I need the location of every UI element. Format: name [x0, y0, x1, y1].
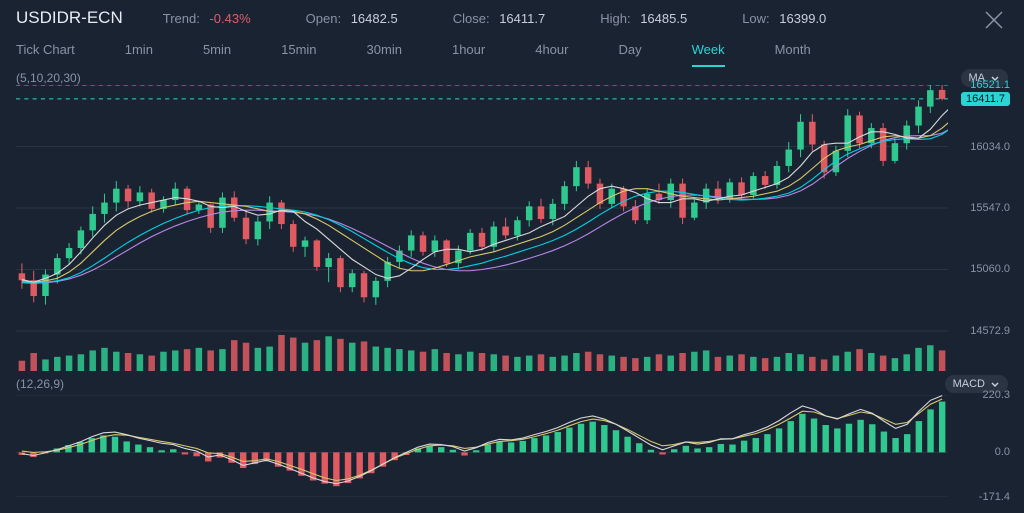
header-bar: USDIDR-ECN Trend: -0.43% Open: 16482.5 C…: [0, 0, 1024, 32]
tab-tick-chart[interactable]: Tick Chart: [16, 38, 75, 61]
stat-close: Close: 16411.7: [453, 11, 546, 26]
macd-y-tick: 220.3: [954, 389, 1010, 401]
close-icon: [982, 8, 1006, 32]
tab-30min[interactable]: 30min: [367, 38, 402, 61]
current-price-badge: 16411.7: [961, 92, 1010, 106]
open-label: Open:: [306, 11, 341, 26]
timeframe-tabs: Tick Chart 1min 5min 15min 30min 1hour 4hour Da…: [0, 32, 1024, 71]
macd-y-tick: -171.4: [954, 491, 1010, 503]
stat-low: Low: 16399.0: [742, 11, 826, 26]
y-tick: 15547.0: [954, 202, 1010, 214]
macd-y-tick: 0.0: [954, 446, 1010, 458]
y-tick: 16521.1: [954, 79, 1010, 91]
macd-y-axis: 220.30.0-171.4: [954, 395, 1010, 497]
y-tick: 16034.0: [954, 141, 1010, 153]
tab-15min[interactable]: 15min: [281, 38, 316, 61]
tab-1min[interactable]: 1min: [125, 38, 153, 61]
tab-5min[interactable]: 5min: [203, 38, 231, 61]
chevron-down-icon: [990, 379, 1000, 389]
stat-open: Open: 16482.5: [306, 11, 398, 26]
open-value: 16482.5: [351, 11, 398, 26]
close-button[interactable]: [982, 8, 1006, 37]
trend-value: -0.43%: [209, 11, 250, 26]
close-value: 16411.7: [499, 11, 545, 26]
stat-high: High: 16485.5: [600, 11, 687, 26]
macd-chart[interactable]: (12,26,9) MACD 220.30.0-171.4: [16, 377, 1008, 497]
tab-4hour[interactable]: 4hour: [535, 38, 568, 61]
high-label: High:: [600, 11, 630, 26]
symbol-title: USDIDR-ECN: [16, 8, 123, 28]
tab-month[interactable]: Month: [775, 38, 811, 61]
low-label: Low:: [742, 11, 769, 26]
macd-params-label: (12,26,9): [16, 377, 64, 391]
main-chart[interactable]: (5,10,20,30) MA 16521.116034.015547.0150…: [16, 71, 1008, 371]
macd-plot: [16, 395, 948, 497]
candlestick-plot: [16, 85, 948, 371]
ma-params-label: (5,10,20,30): [16, 71, 81, 85]
trend-label: Trend:: [163, 11, 200, 26]
tab-week[interactable]: Week: [692, 38, 725, 61]
tab-day[interactable]: Day: [618, 38, 641, 61]
high-value: 16485.5: [640, 11, 687, 26]
y-tick: 14572.9: [954, 325, 1010, 337]
y-tick: 15060.0: [954, 263, 1010, 275]
close-label: Close:: [453, 11, 490, 26]
low-value: 16399.0: [779, 11, 826, 26]
stat-trend: Trend: -0.43%: [163, 11, 251, 26]
tab-1hour[interactable]: 1hour: [452, 38, 485, 61]
main-y-axis: 16521.116034.015547.015060.014572.916411…: [954, 85, 1010, 371]
